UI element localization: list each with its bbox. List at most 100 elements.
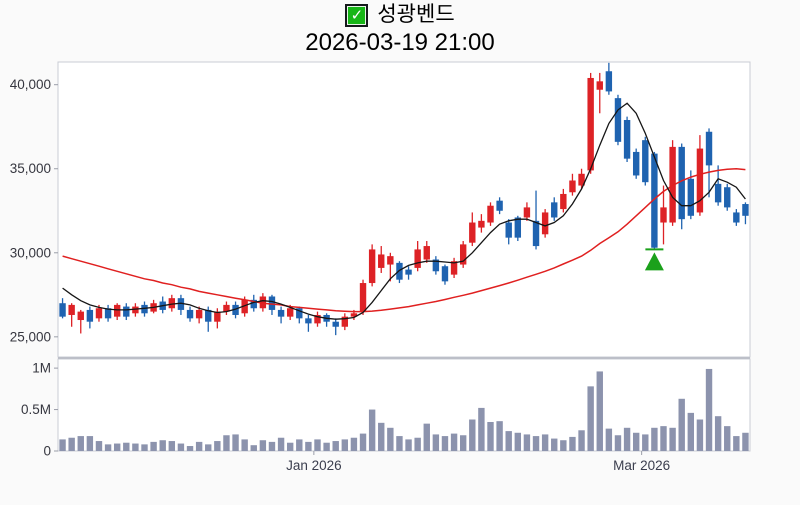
volume-bar[interactable]	[286, 442, 294, 451]
volume-bar[interactable]	[305, 441, 312, 451]
candle-up[interactable]	[450, 261, 458, 275]
volume-bar[interactable]	[678, 398, 685, 451]
candle-down[interactable]	[642, 140, 649, 183]
volume-bar[interactable]	[195, 441, 203, 451]
volume-bar[interactable]	[705, 368, 713, 451]
candle-down[interactable]	[232, 304, 239, 315]
candle-down[interactable]	[724, 187, 731, 208]
candle-up[interactable]	[314, 314, 321, 324]
volume-bar[interactable]	[387, 427, 394, 451]
candle-down[interactable]	[705, 131, 713, 166]
volume-bar[interactable]	[132, 443, 139, 451]
price-panel[interactable]	[57, 61, 751, 358]
volume-bar[interactable]	[368, 409, 376, 451]
volume-bar[interactable]	[724, 426, 731, 451]
candle-up[interactable]	[132, 306, 139, 314]
volume-bar[interactable]	[669, 427, 676, 451]
volume-bar[interactable]	[250, 445, 257, 451]
volume-bar[interactable]	[687, 412, 695, 451]
candle-down[interactable]	[277, 309, 285, 317]
candle-up[interactable]	[368, 249, 376, 284]
candle-up[interactable]	[387, 256, 394, 265]
volume-bar[interactable]	[459, 435, 467, 451]
candle-up[interactable]	[569, 180, 576, 193]
volume-bar[interactable]	[341, 439, 349, 451]
candle-up[interactable]	[523, 207, 531, 218]
volume-bar[interactable]	[113, 443, 121, 451]
volume-bar[interactable]	[104, 444, 112, 451]
volume-bar[interactable]	[414, 437, 421, 451]
candle-up[interactable]	[587, 77, 594, 171]
candle-down[interactable]	[441, 266, 449, 282]
volume-bar[interactable]	[95, 441, 103, 451]
candle-up[interactable]	[459, 244, 467, 265]
volume-bar[interactable]	[232, 434, 239, 451]
volume-bar[interactable]	[614, 435, 622, 451]
candle-down[interactable]	[514, 217, 522, 238]
volume-bar[interactable]	[378, 422, 385, 451]
candle-up[interactable]	[423, 246, 430, 260]
candle-up[interactable]	[68, 304, 75, 315]
volume-bar[interactable]	[660, 426, 667, 451]
candle-up[interactable]	[487, 205, 494, 223]
volume-bar[interactable]	[277, 437, 285, 451]
candle-up[interactable]	[414, 249, 421, 268]
volume-bar[interactable]	[150, 441, 157, 451]
volume-bar[interactable]	[469, 419, 476, 451]
volume-bar[interactable]	[177, 443, 185, 451]
volume-bar[interactable]	[359, 433, 367, 451]
candle-down[interactable]	[623, 119, 631, 159]
candle-down[interactable]	[687, 178, 695, 216]
candle-up[interactable]	[541, 212, 549, 235]
volume-bar[interactable]	[223, 435, 230, 451]
volume-bar[interactable]	[696, 419, 704, 451]
volume-bar[interactable]	[86, 436, 94, 451]
volume-bar[interactable]	[259, 440, 267, 451]
volume-bar[interactable]	[68, 437, 75, 451]
candle-up[interactable]	[77, 311, 84, 321]
candle-down[interactable]	[59, 303, 66, 317]
volume-bar[interactable]	[432, 434, 440, 451]
volume-bar[interactable]	[168, 441, 176, 451]
candle-up[interactable]	[286, 308, 294, 317]
candle-down[interactable]	[714, 183, 722, 203]
volume-bar[interactable]	[596, 371, 603, 451]
volume-bar[interactable]	[141, 444, 148, 451]
candle-up[interactable]	[95, 308, 103, 319]
volume-bar[interactable]	[478, 407, 485, 451]
candle-up[interactable]	[469, 222, 476, 243]
checkbox-checked-icon[interactable]: ✓	[345, 3, 369, 27]
candle-up[interactable]	[478, 220, 485, 228]
volume-bar[interactable]	[159, 440, 166, 451]
candle-down[interactable]	[123, 306, 130, 317]
volume-bar[interactable]	[123, 442, 130, 451]
candle-up[interactable]	[168, 298, 176, 309]
candle-up[interactable]	[560, 193, 567, 210]
candle-down[interactable]	[332, 321, 339, 327]
candle-down[interactable]	[432, 259, 440, 272]
candle-down[interactable]	[250, 299, 257, 309]
volume-bar[interactable]	[441, 436, 449, 451]
signal-marker[interactable]	[644, 248, 664, 271]
volume-bar[interactable]	[514, 432, 522, 451]
volume-bar[interactable]	[505, 431, 512, 451]
volume-bar[interactable]	[560, 440, 567, 451]
volume-bar[interactable]	[450, 433, 458, 451]
candle-down[interactable]	[605, 71, 613, 92]
volume-bar[interactable]	[323, 442, 330, 451]
candle-up[interactable]	[660, 207, 667, 223]
candle-up[interactable]	[214, 311, 221, 322]
candle-down[interactable]	[141, 304, 148, 314]
volume-bar[interactable]	[733, 436, 740, 451]
candle-down[interactable]	[104, 308, 112, 319]
volume-bar[interactable]	[396, 436, 403, 451]
volume-bar[interactable]	[623, 427, 631, 451]
candle-down[interactable]	[396, 262, 403, 280]
candle-down[interactable]	[205, 309, 212, 322]
candle-up[interactable]	[350, 313, 358, 317]
candle-up[interactable]	[696, 148, 704, 213]
candle-down[interactable]	[532, 220, 540, 247]
volume-bar[interactable]	[332, 441, 339, 451]
volume-bar[interactable]	[205, 444, 212, 451]
